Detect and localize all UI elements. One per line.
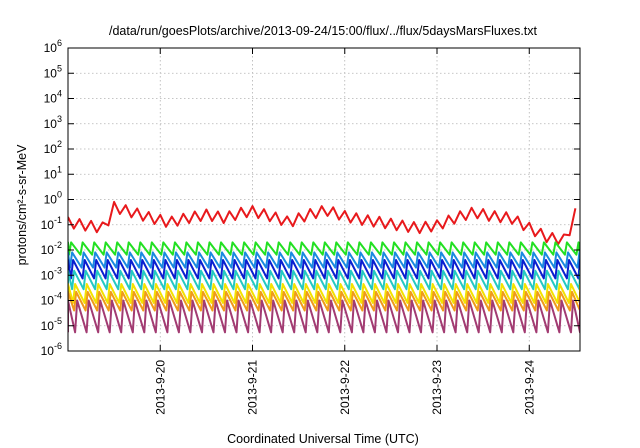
- x-axis-title: Coordinated Universal Time (UTC): [227, 432, 419, 446]
- series-line: [68, 290, 580, 312]
- y-tick-label: 106: [44, 38, 62, 55]
- y-tick-label: 104: [44, 89, 62, 106]
- series-line: [68, 251, 580, 269]
- y-tick-label: 10-2: [41, 240, 62, 257]
- y-tick-label: 102: [44, 139, 62, 156]
- y-tick-label: 100: [44, 190, 62, 207]
- y-tick-label: 10-4: [41, 291, 62, 308]
- x-tick-label: 2013-9-21: [246, 360, 260, 415]
- y-tick-label: 10-1: [41, 215, 62, 232]
- series-line: [68, 200, 577, 246]
- series-line: [68, 259, 580, 280]
- series-line: [68, 241, 580, 256]
- y-tick-label: 10-3: [41, 265, 62, 282]
- y-tick-label: 10-5: [41, 316, 62, 333]
- y-tick-labels: 10-6 10-5 10-4 10-3 10-2 10-1 100 101 102 103 104 1…: [41, 38, 62, 358]
- x-tick-label: 2013-9-20: [153, 360, 167, 415]
- y-tick-label: 101: [44, 164, 62, 181]
- chart-title: /data/run/goesPlots/archive/2013-09-24/1…: [109, 24, 538, 38]
- y-axis-title: protons/cm²-s-sr-MeV: [15, 144, 29, 266]
- x-tick-label: 2013-9-24: [522, 360, 536, 415]
- x-tick-label: 2013-9-22: [338, 360, 352, 415]
- series-line: [68, 299, 580, 334]
- y-tick-label: 10-6: [41, 341, 62, 358]
- x-tick-labels: 2013-9-20 2013-9-21 2013-9-22 2013-9-23 2013…: [153, 360, 536, 415]
- series-line: [68, 269, 580, 291]
- x-tick-label: 2013-9-23: [430, 360, 444, 415]
- series-line: [68, 283, 580, 304]
- y-tick-label: 105: [44, 63, 62, 80]
- y-tick-label: 103: [44, 114, 62, 131]
- series-layer: [68, 200, 580, 334]
- axis-ticks: [68, 47, 580, 352]
